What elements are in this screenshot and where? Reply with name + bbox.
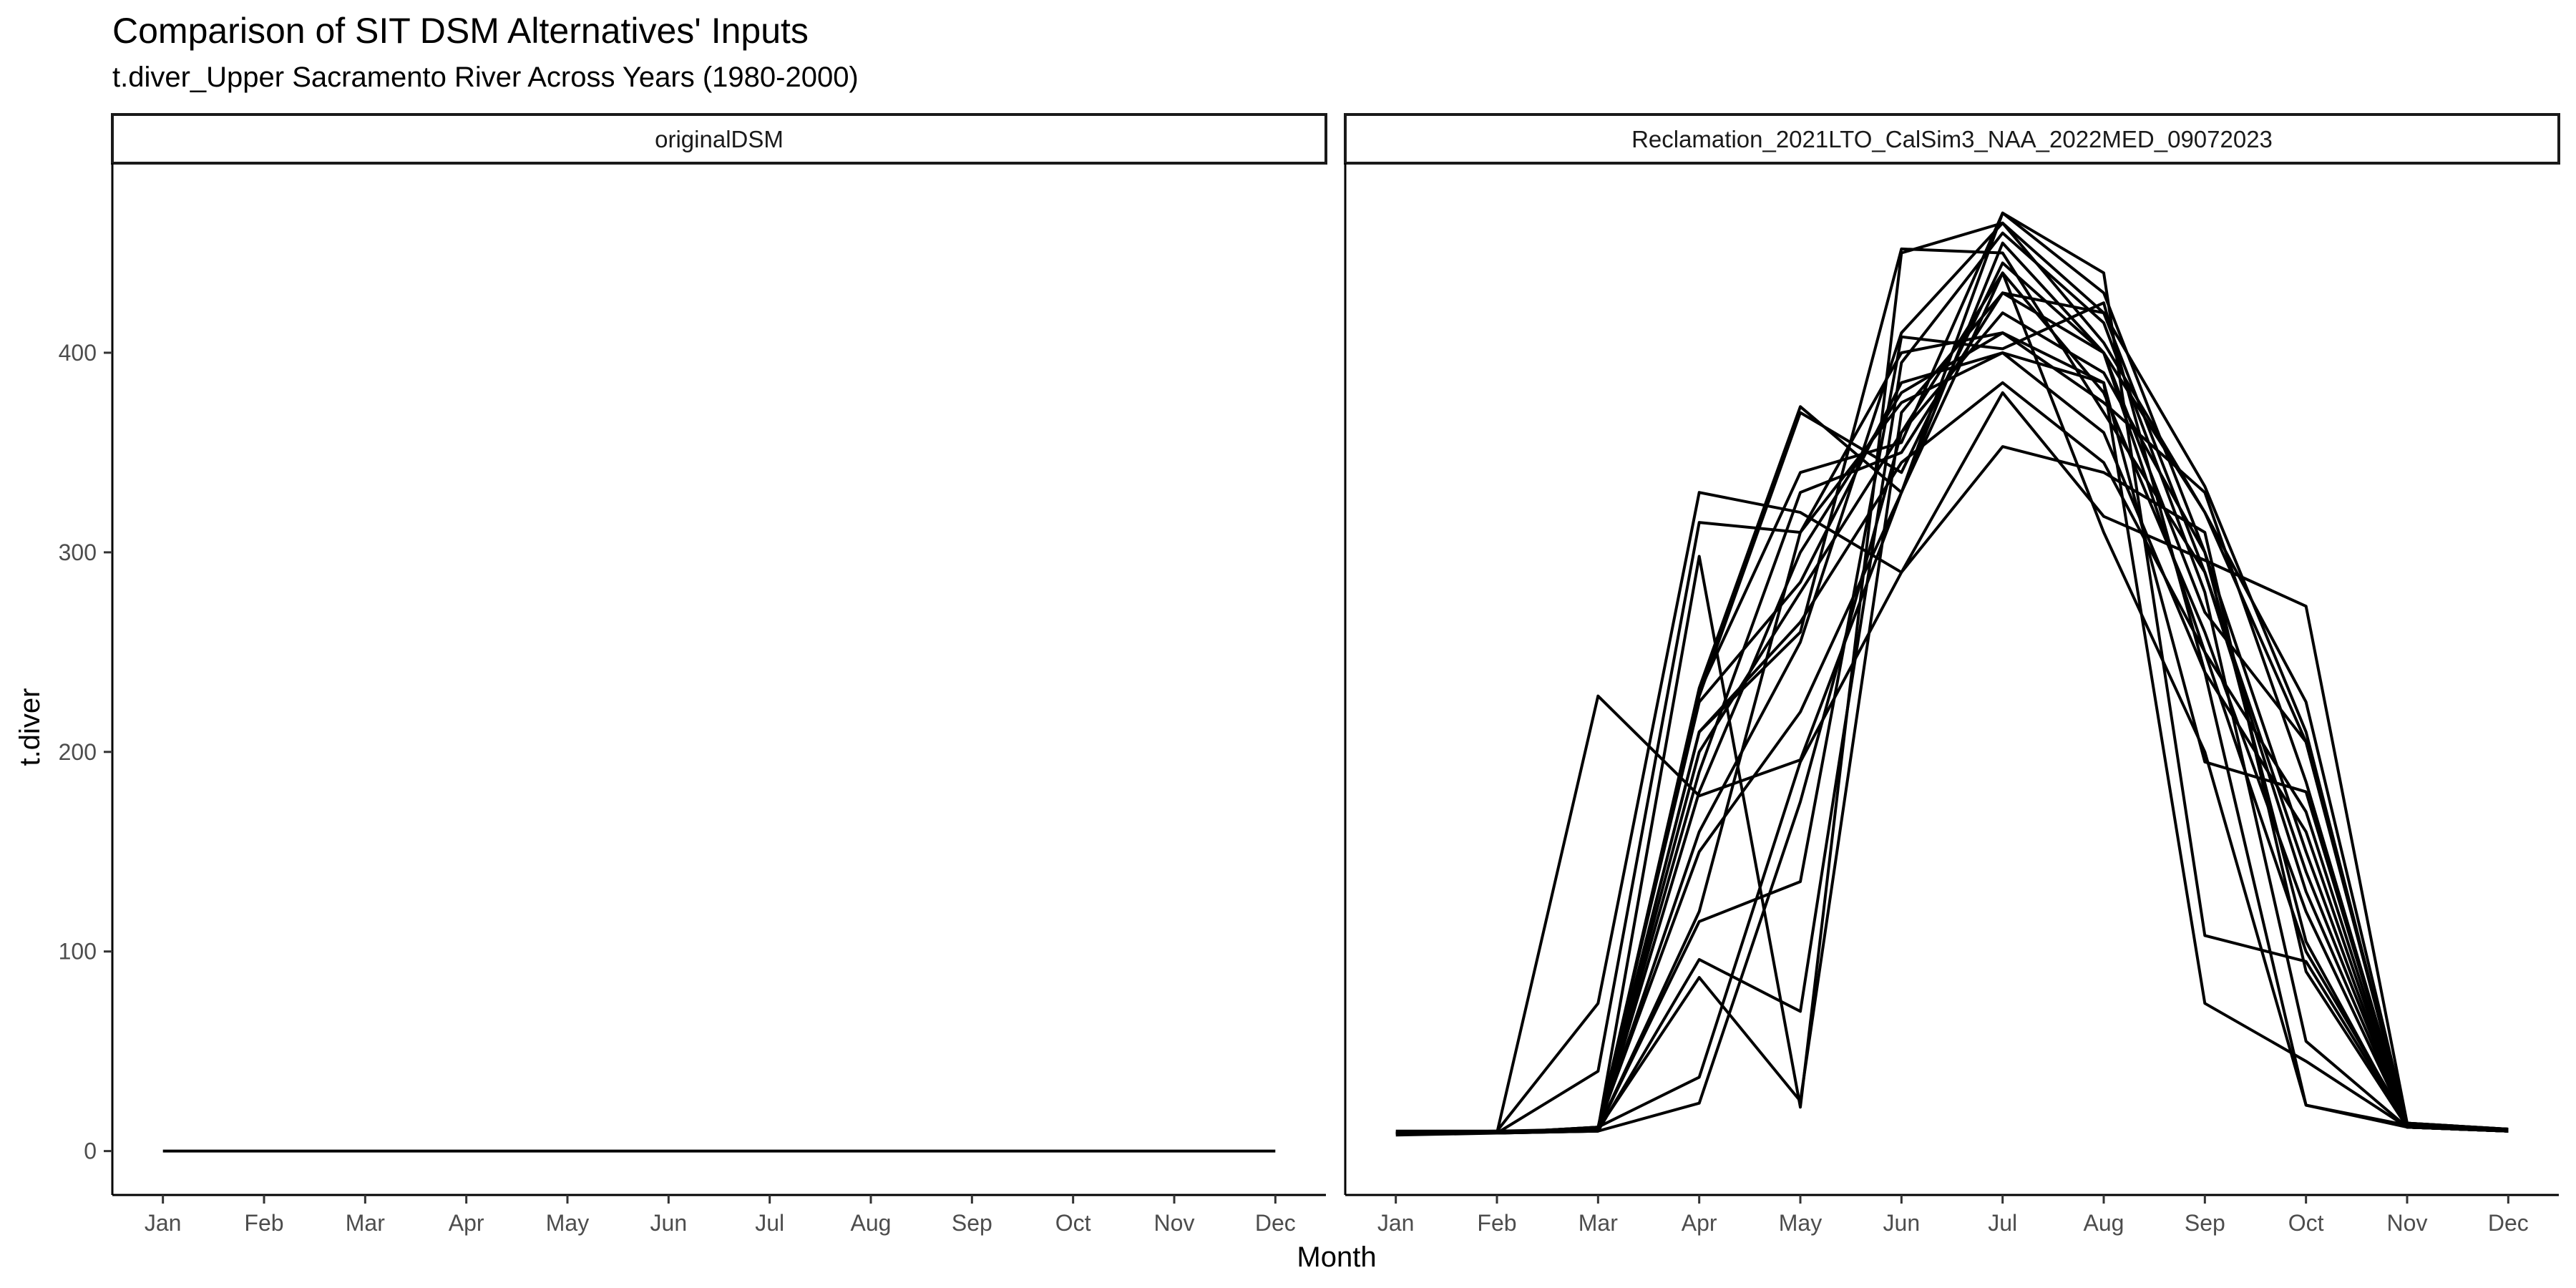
x-tick-label: Nov <box>2387 1210 2428 1236</box>
series-line <box>1395 261 2509 1135</box>
facet-strip <box>1344 113 2560 165</box>
x-tick-label: May <box>546 1210 589 1236</box>
x-axis-title: Month <box>1297 1241 1376 1273</box>
series-line <box>1395 221 2509 1135</box>
x-tick-label: Jan <box>145 1210 182 1236</box>
series-line <box>1395 221 2509 1135</box>
facet-label: Reclamation_2021LTO_CalSim3_NAA_2022MED_… <box>1631 126 2273 152</box>
x-tick-label: Aug <box>851 1210 892 1236</box>
x-tick-label: Nov <box>1154 1210 1195 1236</box>
x-tick-label: May <box>1779 1210 1822 1236</box>
x-tick-label: Mar <box>1579 1210 1618 1236</box>
y-axis-title: t.diver <box>14 688 46 766</box>
x-tick-label: Aug <box>2084 1210 2124 1236</box>
y-tick-label: 300 <box>59 540 97 565</box>
x-tick-label: Apr <box>1682 1210 1717 1236</box>
facet-strip <box>111 113 1327 165</box>
y-tick-label: 100 <box>59 939 97 965</box>
x-tick-label: Oct <box>2288 1210 2324 1236</box>
x-tick-label: Dec <box>2488 1210 2529 1236</box>
facet-label: originalDSM <box>655 126 784 152</box>
series-line <box>1395 271 2509 1135</box>
series-line <box>1395 391 2509 1133</box>
x-tick-label: Oct <box>1055 1210 1091 1236</box>
chart-subtitle: t.diver_Upper Sacramento River Across Ye… <box>112 62 859 93</box>
x-tick-label: Sep <box>2185 1210 2225 1236</box>
series-line <box>1395 381 2509 1135</box>
y-tick-label: 400 <box>59 340 97 366</box>
x-tick-label: Feb <box>244 1210 283 1236</box>
x-tick-label: Jul <box>755 1210 784 1236</box>
x-tick-label: Apr <box>449 1210 484 1236</box>
x-tick-label: Dec <box>1255 1210 1296 1236</box>
x-tick-label: Jun <box>1883 1210 1921 1236</box>
x-tick-label: Jul <box>1988 1210 2017 1236</box>
x-tick-label: Sep <box>952 1210 992 1236</box>
y-tick-label: 200 <box>59 739 97 765</box>
x-tick-label: Jan <box>1377 1210 1415 1236</box>
x-tick-label: Feb <box>1477 1210 1516 1236</box>
x-tick-label: Jun <box>650 1210 688 1236</box>
series-line <box>1395 331 2509 1135</box>
y-tick-label: 0 <box>84 1138 97 1164</box>
chart-title: Comparison of SIT DSM Alternatives' Inpu… <box>112 11 809 51</box>
x-tick-label: Mar <box>346 1210 385 1236</box>
